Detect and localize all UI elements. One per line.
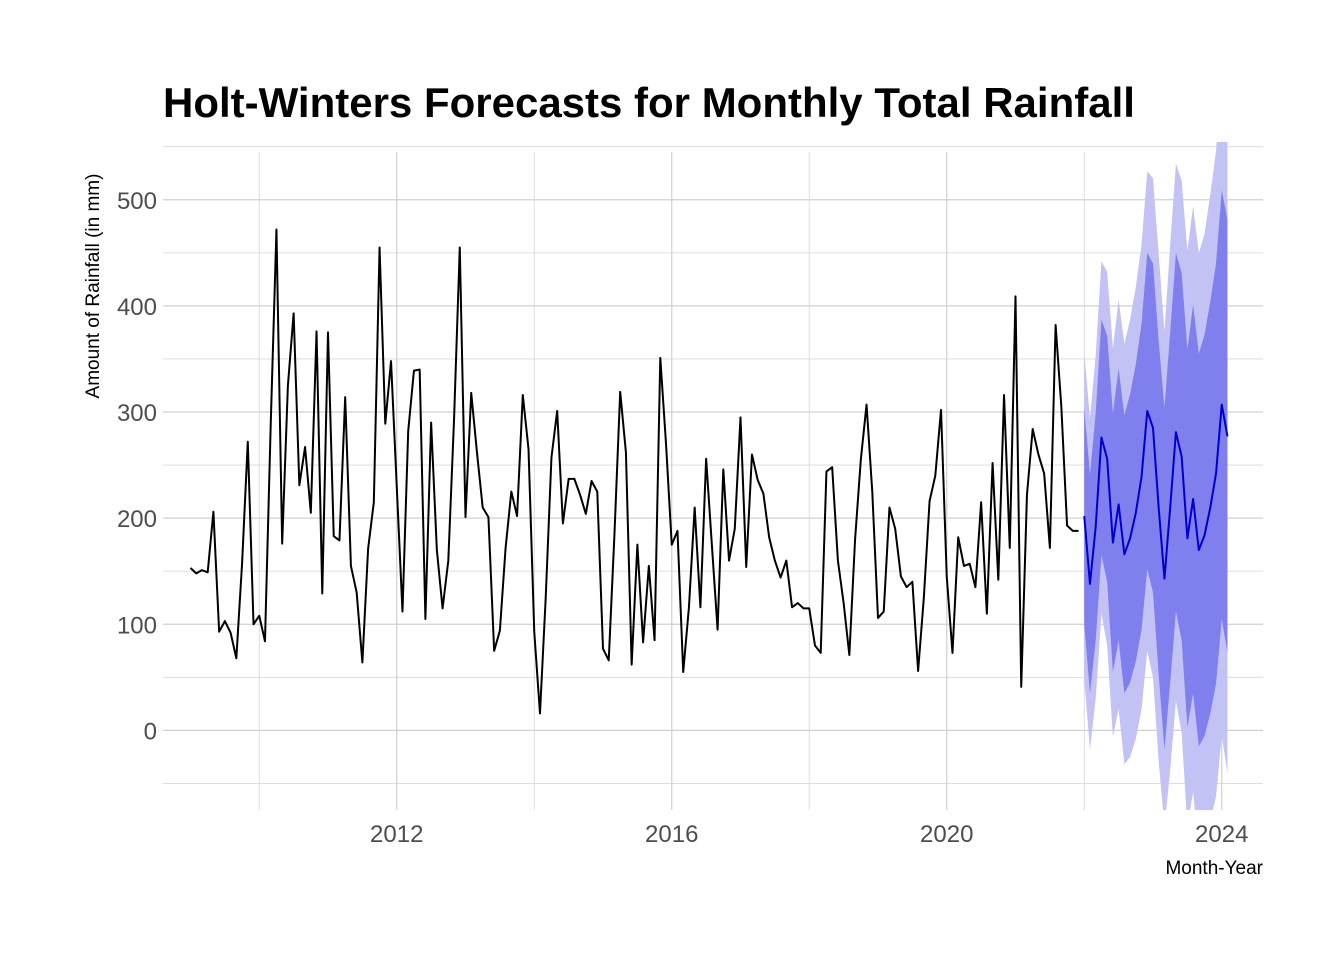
series-line-layer bbox=[189, 228, 1229, 715]
y-tick-label: 0 bbox=[144, 718, 157, 745]
x-tick-labels: 2012 2016 2020 2024 bbox=[370, 821, 1248, 848]
y-tick-label: 100 bbox=[117, 612, 157, 639]
y-axis-title: Amount of Rainfall (in mm) bbox=[83, 174, 104, 399]
observed-series-line bbox=[189, 228, 1079, 715]
x-tick-label: 2012 bbox=[370, 821, 423, 848]
y-tick-labels: 0 100 200 300 400 500 bbox=[117, 188, 157, 746]
y-tick-label: 500 bbox=[117, 188, 157, 215]
chart-title: Holt-Winters Forecasts for Monthly Total… bbox=[163, 79, 1135, 126]
y-tick-label: 300 bbox=[117, 400, 157, 427]
x-axis-title: Month-Year bbox=[1165, 858, 1263, 879]
x-tick-label: 2024 bbox=[1195, 821, 1248, 848]
x-tick-label: 2016 bbox=[645, 821, 698, 848]
x-tick-label: 2020 bbox=[920, 821, 973, 848]
forecast-mean-line bbox=[1083, 403, 1229, 585]
y-tick-label: 400 bbox=[117, 294, 157, 321]
y-tick-label: 200 bbox=[117, 506, 157, 533]
